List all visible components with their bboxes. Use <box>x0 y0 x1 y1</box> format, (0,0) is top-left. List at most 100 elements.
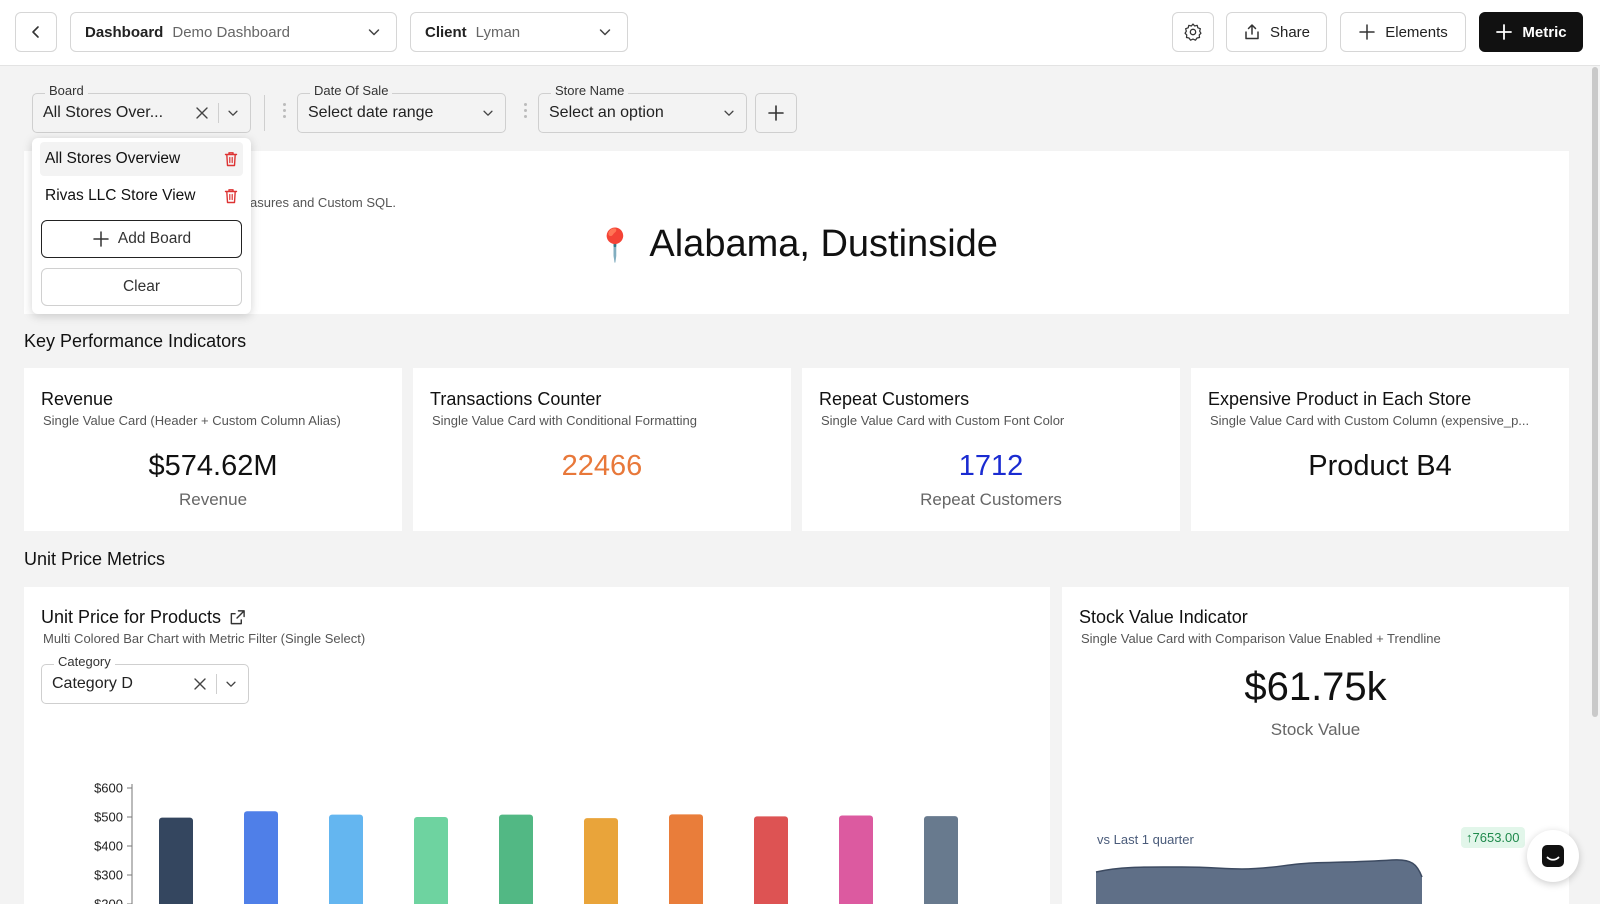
bar[interactable] <box>924 816 958 904</box>
client-select-value: Lyman <box>475 23 521 41</box>
plus-icon <box>768 105 784 121</box>
date-filter-value: Select date range <box>308 104 434 121</box>
board-menu-item[interactable]: All Stores Overview <box>40 142 243 176</box>
stock-value: $61.75k <box>1244 665 1387 709</box>
y-tick-label: $500 <box>94 810 123 825</box>
bar[interactable] <box>159 817 193 904</box>
board-filter-value: All Stores Over... <box>43 104 164 121</box>
add-board-label: Add Board <box>117 230 192 247</box>
kpi-card-value: Product B4 <box>1308 450 1452 482</box>
chevron-down-icon[interactable] <box>226 106 240 120</box>
dashboard-select-value: Demo Dashboard <box>172 23 290 41</box>
bar[interactable] <box>669 814 703 904</box>
chevron-down-icon[interactable] <box>224 677 238 691</box>
bar[interactable] <box>414 817 448 904</box>
kpi-card-value: $574.62M <box>148 450 278 482</box>
plus-icon <box>1359 24 1375 40</box>
board-menu-item[interactable]: Rivas LLC Store View <box>40 179 243 213</box>
divider <box>218 103 219 123</box>
filter-divider <box>264 95 265 131</box>
date-filter-label: Date Of Sale <box>310 83 393 98</box>
client-select[interactable]: Client Lyman <box>410 12 628 52</box>
share-icon <box>1245 24 1259 40</box>
bar[interactable] <box>499 814 533 904</box>
category-filter[interactable]: Category Category D <box>41 654 249 704</box>
bar[interactable] <box>584 818 618 904</box>
location-card-subtitle: asures and Custom SQL. <box>250 195 396 210</box>
bar[interactable] <box>839 815 873 904</box>
bar-chart-subtitle: Multi Colored Bar Chart with Metric Filt… <box>43 631 366 646</box>
add-metric-button[interactable]: Metric <box>1479 12 1583 52</box>
bar-chart-title: Unit Price for Products <box>41 607 222 627</box>
kpi-card-title: Repeat Customers <box>819 389 970 409</box>
elements-button-label: Elements <box>1385 23 1448 41</box>
divider <box>216 674 217 694</box>
location-title: Alabama, Dustinside <box>649 223 998 265</box>
bar[interactable] <box>754 816 788 904</box>
drag-handle-icon[interactable] <box>283 103 287 118</box>
kpi-card-title: Expensive Product in Each Store <box>1208 389 1472 409</box>
board-menu-item-label: All Stores Overview <box>45 150 181 167</box>
kpi-card: Revenue Single Value Card (Header + Custo… <box>24 368 402 531</box>
dashboard-select-label: Dashboard <box>85 23 164 41</box>
gear-icon <box>1184 23 1202 41</box>
date-filter[interactable]: Date Of Sale Select date range <box>297 83 506 133</box>
clear-icon[interactable] <box>193 677 207 691</box>
board-dropdown-menu: All Stores Overview Rivas LLC Store View… <box>32 138 251 314</box>
kpi-card-value: 1712 <box>958 450 1024 482</box>
clear-board-label: Clear <box>122 278 161 295</box>
stock-value-card: Stock Value Indicator Single Value Card … <box>1062 587 1569 904</box>
location-card: asures and Custom SQL. 📍 Alabama, Dustin… <box>24 151 1569 314</box>
external-link-icon[interactable] <box>229 609 246 626</box>
metric-button-label: Metric <box>1522 23 1567 41</box>
board-filter[interactable]: Board All Stores Over... <box>32 83 251 133</box>
chevron-down-icon <box>483 110 493 116</box>
stock-value-caption: Stock Value <box>1270 720 1361 739</box>
trash-icon[interactable] <box>224 188 238 204</box>
clear-icon[interactable] <box>195 106 209 120</box>
clear-board-button[interactable]: Clear <box>41 268 242 306</box>
store-filter[interactable]: Store Name Select an option <box>538 83 747 133</box>
share-button[interactable]: Share <box>1226 12 1327 52</box>
kpi-card-value: 22466 <box>561 450 643 482</box>
chevron-down-icon <box>724 110 734 116</box>
y-tick-label: $300 <box>94 868 123 883</box>
comparison-label: vs Last 1 quarter <box>1097 832 1194 847</box>
dashboard-select[interactable]: Dashboard Demo Dashboard <box>70 12 397 52</box>
back-button[interactable] <box>15 12 57 52</box>
trash-icon[interactable] <box>224 151 238 167</box>
kpi-card: Repeat Customers Single Value Card with C… <box>802 368 1180 531</box>
kpi-card-title: Transactions Counter <box>430 389 602 409</box>
board-menu-item-label: Rivas LLC Store View <box>45 187 196 204</box>
delta-badge: ↑7653.00 <box>1461 827 1525 848</box>
add-board-button[interactable]: Add Board <box>41 220 242 258</box>
bar[interactable] <box>244 811 278 904</box>
bar-chart-card: Unit Price for Products Multi Colored Ba… <box>24 587 1050 904</box>
y-tick-label: $600 <box>94 781 123 796</box>
kpi-card-subtitle: Single Value Card (Header + Custom Colum… <box>43 413 341 428</box>
plus-icon <box>93 231 109 247</box>
settings-button[interactable] <box>1172 12 1214 52</box>
category-filter-value: Category D <box>52 675 133 692</box>
unit-price-bar-chart: $600 $500 $400 $300 $200 <box>94 781 958 904</box>
pin-icon: 📍 <box>595 227 635 263</box>
top-bar: Dashboard Demo Dashboard Client Lyman Sh… <box>0 0 1600 66</box>
drag-handle-icon[interactable] <box>524 103 528 118</box>
kpi-card-title: Revenue <box>41 389 114 409</box>
stock-card-subtitle: Single Value Card with Comparison Value … <box>1081 631 1441 646</box>
stock-trendline <box>1095 859 1423 904</box>
share-button-label: Share <box>1269 23 1311 41</box>
kpi-card: Expensive Product in Each Store Single Va… <box>1191 368 1569 531</box>
kpi-card-caption: Revenue <box>178 490 248 509</box>
category-filter-label: Category <box>54 654 115 669</box>
client-select-label: Client <box>425 23 467 41</box>
add-filter-button[interactable] <box>755 93 797 133</box>
chevron-down-icon <box>368 29 380 36</box>
elements-button[interactable]: Elements <box>1340 12 1466 52</box>
kpi-section-title: Key Performance Indicators <box>24 331 247 351</box>
chevron-left-icon <box>32 26 39 38</box>
chat-launcher-button[interactable] <box>1527 830 1579 882</box>
page-scrollbar[interactable] <box>1592 67 1598 717</box>
kpi-card-subtitle: Single Value Card with Custom Font Color <box>821 413 1065 428</box>
bar[interactable] <box>329 814 363 904</box>
